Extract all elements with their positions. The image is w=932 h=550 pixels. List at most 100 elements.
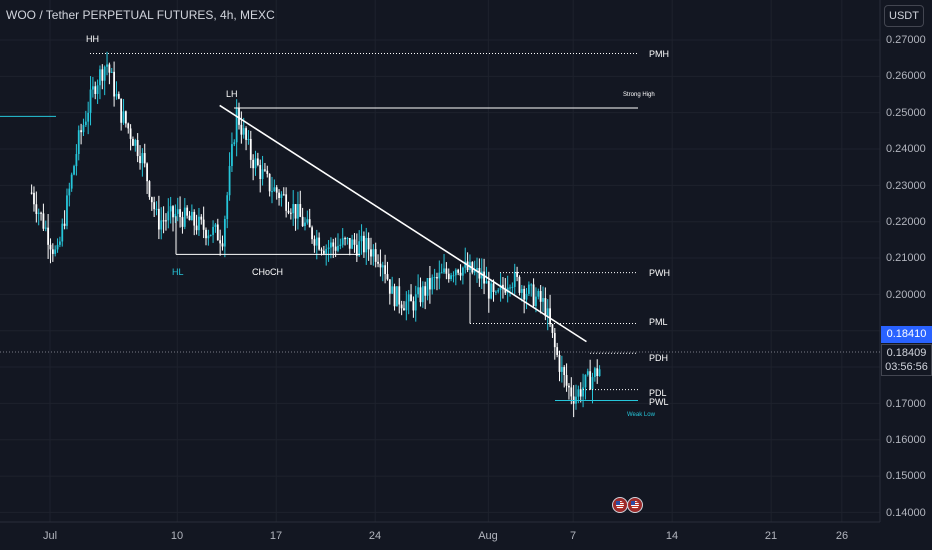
- candle-body: [101, 69, 104, 81]
- candle-body: [127, 123, 130, 129]
- candle-body: [134, 140, 137, 146]
- candle-body: [577, 389, 580, 397]
- candle-body: [459, 272, 462, 276]
- candle-body: [240, 124, 243, 135]
- candle-body: [518, 276, 521, 293]
- candle-body: [200, 216, 203, 220]
- level-lines: [0, 52, 638, 401]
- candle-body: [117, 93, 120, 99]
- time-tick: 14: [665, 530, 679, 542]
- currency-button[interactable]: USDT: [884, 5, 924, 27]
- candle-body: [235, 107, 238, 143]
- lh-label: LH: [226, 89, 238, 99]
- candle-body: [421, 286, 424, 303]
- price-tick: 0.23000: [886, 180, 926, 192]
- trendline: [219, 104, 587, 343]
- candle-body: [35, 204, 38, 214]
- candle-body: [535, 296, 537, 306]
- pmh-label: PMH: [649, 49, 669, 59]
- candle-body: [379, 263, 382, 268]
- candle-body: [494, 291, 497, 293]
- candle-body: [502, 284, 504, 289]
- bar-countdown: 03:56:56: [885, 361, 928, 373]
- price-tick: 0.14000: [886, 507, 926, 519]
- candle-body: [228, 166, 231, 196]
- candle-body: [238, 107, 240, 125]
- candle-body: [476, 267, 478, 271]
- candle-body: [216, 224, 219, 241]
- candle-body: [367, 237, 370, 250]
- candle-body: [339, 244, 342, 246]
- candle-body: [51, 249, 54, 254]
- candle-body: [426, 278, 429, 296]
- candle-body: [66, 195, 68, 226]
- candle-body: [75, 154, 78, 167]
- candle-body: [193, 211, 196, 226]
- candle-body: [266, 170, 269, 174]
- pdh-label: PDH: [649, 353, 669, 363]
- candle-body: [558, 354, 561, 372]
- candle-body: [271, 191, 273, 193]
- time-tick: 21: [764, 530, 778, 542]
- candle-body: [589, 371, 592, 390]
- price-tick: 0.26000: [886, 70, 926, 82]
- candle-body: [264, 169, 266, 171]
- candle-body: [273, 187, 276, 192]
- candle-body: [245, 128, 247, 140]
- choch-label: CHoCH: [252, 267, 284, 277]
- candle-body: [47, 227, 50, 245]
- candle-body: [464, 261, 467, 268]
- candle-body: [549, 308, 551, 325]
- candle-body: [181, 217, 184, 227]
- candle-body: [99, 69, 101, 86]
- candle-body: [311, 227, 313, 240]
- candle-body: [483, 271, 485, 284]
- candle-body: [73, 166, 75, 175]
- pdl-label: PDL: [649, 388, 667, 398]
- candle-body: [150, 197, 153, 203]
- candle-body: [141, 153, 144, 164]
- candle-body: [457, 269, 460, 273]
- candle-body: [89, 89, 92, 113]
- candle-body: [405, 301, 408, 311]
- candle-body: [450, 275, 453, 280]
- candle-body: [570, 387, 573, 397]
- candle-body: [87, 112, 90, 122]
- candle-body: [377, 261, 379, 264]
- candle-body: [417, 287, 420, 295]
- candle-body: [247, 138, 250, 140]
- candle-body: [115, 93, 118, 97]
- candle-body: [490, 283, 493, 299]
- candle-body: [153, 202, 156, 210]
- us-flag-icon[interactable]: [612, 497, 628, 513]
- candle-body: [292, 204, 295, 214]
- candle-body: [207, 235, 210, 239]
- pwl-label: PWL: [649, 397, 669, 407]
- candle-body: [299, 204, 302, 217]
- time-tick: 10: [170, 530, 184, 542]
- candle-body: [94, 86, 97, 94]
- candle-body: [443, 268, 445, 273]
- candle-body: [388, 279, 391, 294]
- candle-body: [186, 207, 189, 216]
- candle-body: [403, 308, 405, 311]
- time-tick: 17: [269, 530, 283, 542]
- candle-body: [223, 219, 226, 247]
- candle-body: [179, 209, 181, 218]
- candle-body: [365, 237, 368, 253]
- candle-body: [61, 223, 64, 242]
- candle-body: [167, 211, 170, 221]
- time-tick: 7: [569, 530, 577, 542]
- candle-body: [259, 165, 262, 180]
- candle-body: [42, 213, 45, 229]
- candle-body: [176, 209, 179, 214]
- candle-body: [504, 288, 507, 293]
- candle-body: [412, 301, 415, 311]
- us-flag-icon[interactable]: [627, 497, 643, 513]
- candle-body: [287, 210, 290, 213]
- candle-body: [315, 237, 318, 246]
- candle-body: [70, 174, 73, 189]
- price-tick: 0.20000: [886, 289, 926, 301]
- candle-body: [209, 234, 212, 236]
